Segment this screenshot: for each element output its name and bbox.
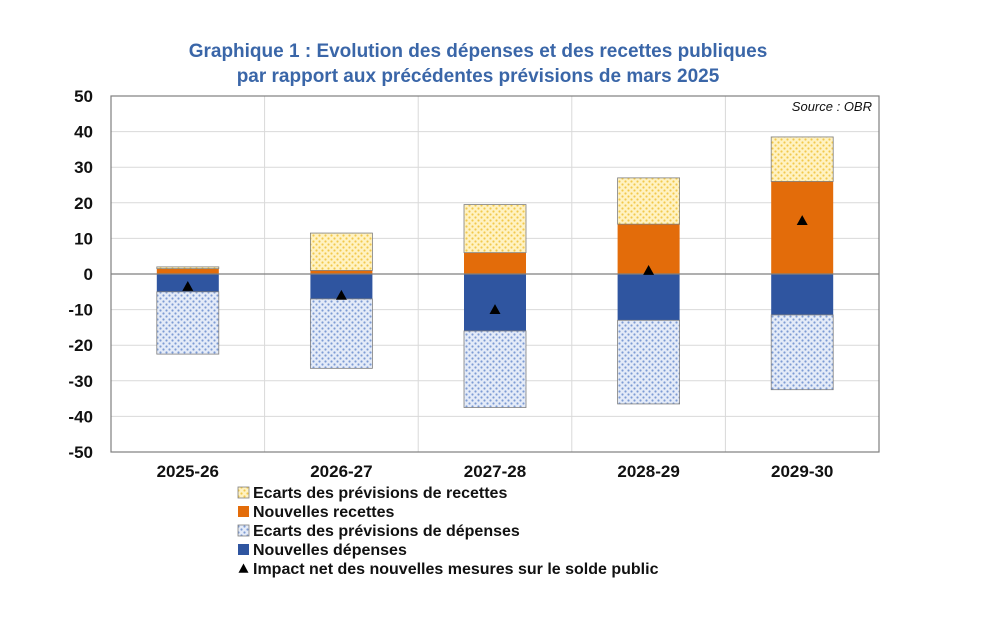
x-tick-label: 2025-26 bbox=[157, 462, 219, 481]
x-tick-label: 2026-27 bbox=[310, 462, 372, 481]
impact-marker-2029-30 bbox=[796, 215, 808, 225]
y-tick-label: 40 bbox=[74, 123, 93, 142]
legend-swatch-nouvelles_depenses bbox=[238, 544, 249, 555]
x-tick-label: 2028-29 bbox=[617, 462, 679, 481]
y-tick-label: 50 bbox=[74, 87, 93, 106]
legend-swatch-nouvelles_recettes bbox=[238, 506, 249, 517]
impact-marker-2025-26 bbox=[182, 280, 194, 291]
impact-marker-2028-29 bbox=[643, 264, 655, 275]
y-tick-label: -20 bbox=[68, 336, 93, 355]
bar-ecarts_depenses-2027-28 bbox=[463, 330, 527, 408]
bar-nouvelles_recettes-2027-28 bbox=[464, 252, 526, 274]
bar-nouvelles_recettes-2025-26 bbox=[156, 268, 219, 274]
bar-nouvelles_recettes-2026-27 bbox=[310, 270, 373, 274]
impact-marker-2026-27 bbox=[335, 289, 347, 300]
bar-ecarts_depenses-2026-27 bbox=[309, 298, 373, 369]
legend-swatch-impact bbox=[238, 563, 249, 573]
y-tick-label: 0 bbox=[84, 265, 93, 284]
bar-nouvelles_depenses-2028-29 bbox=[617, 274, 680, 321]
source-label: Source : OBR bbox=[792, 99, 872, 114]
y-tick-label: -40 bbox=[68, 407, 93, 426]
impact-marker-2027-28 bbox=[489, 304, 501, 314]
x-axis: 2025-26 2026-27 2027-28 2028-29 2029-30 bbox=[157, 462, 834, 481]
bar-ecarts_depenses-2025-26 bbox=[156, 291, 220, 355]
legend-label: Ecarts des prévisions de recettes bbox=[253, 485, 507, 502]
bar-ecarts_recettes-2028-29 bbox=[617, 177, 680, 225]
y-tick-label: -30 bbox=[68, 372, 93, 391]
legend-label: Ecarts des prévisions de dépenses bbox=[253, 523, 520, 540]
x-tick-label: 2027-28 bbox=[464, 462, 526, 481]
chart-subtitle: par rapport aux précédentes prévisions d… bbox=[237, 66, 720, 87]
legend-swatch-ecarts_depenses bbox=[237, 524, 250, 537]
y-tick-label: 30 bbox=[74, 158, 93, 177]
x-tick-label: 2029-30 bbox=[771, 462, 833, 481]
bars-layer bbox=[156, 136, 834, 408]
legend-label: Nouvelles recettes bbox=[253, 504, 395, 521]
bar-ecarts_recettes-2026-27 bbox=[309, 232, 373, 271]
y-tick-label: 20 bbox=[74, 194, 93, 213]
legend-label: Impact net des nouvelles mesures sur le … bbox=[253, 561, 659, 578]
legend: Ecarts des prévisions de recettes Nouvell… bbox=[237, 485, 659, 578]
y-tick-label: 10 bbox=[74, 229, 93, 248]
bar-ecarts_depenses-2028-29 bbox=[617, 319, 680, 405]
bar-nouvelles_recettes-2029-30 bbox=[771, 181, 834, 274]
bar-ecarts_depenses-2029-30 bbox=[770, 314, 834, 391]
legend-swatch-ecarts_recettes bbox=[237, 486, 250, 499]
bar-nouvelles_depenses-2029-30 bbox=[771, 274, 834, 315]
chart-title: Graphique 1 : Evolution des dépenses et … bbox=[189, 41, 768, 62]
plot-area-border bbox=[110, 95, 880, 453]
markers-layer bbox=[182, 215, 808, 314]
y-axis: 50 40 30 20 10 0 -10 -20 -30 -40 -50 bbox=[68, 87, 93, 462]
legend-label: Nouvelles dépenses bbox=[253, 542, 407, 559]
bar-ecarts_recettes-2029-30 bbox=[770, 136, 834, 182]
bar-ecarts_recettes-2027-28 bbox=[463, 204, 527, 254]
y-tick-label: -10 bbox=[68, 301, 93, 320]
bar-nouvelles_depenses-2027-28 bbox=[464, 274, 526, 331]
bar-ecarts_recettes-2025-26 bbox=[156, 266, 220, 270]
y-tick-label: -50 bbox=[68, 443, 93, 462]
